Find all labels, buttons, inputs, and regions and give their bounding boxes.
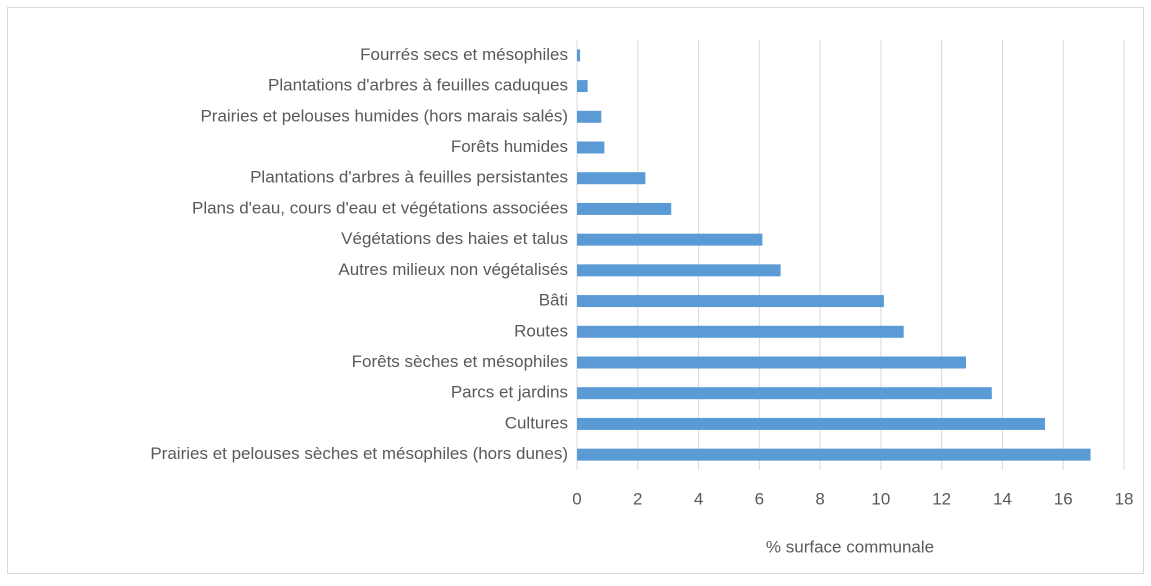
y-tick-label: Forêts sèches et mésophiles: [352, 352, 568, 371]
x-tick-label: 16: [1054, 489, 1073, 508]
chart-border: [7, 7, 1144, 574]
y-tick-label: Plantations d'arbres à feuilles persista…: [250, 168, 568, 187]
bar: [577, 417, 1045, 430]
x-tick-label: 6: [755, 489, 764, 508]
bar: [577, 325, 904, 338]
y-tick-label: Prairies et pelouses humides (hors marai…: [200, 106, 568, 125]
y-tick-label: Végétations des haies et talus: [341, 229, 568, 248]
bar: [577, 141, 605, 154]
bar: [577, 387, 992, 400]
y-tick-label: Autres milieux non végétalisés: [338, 260, 568, 279]
y-tick-label: Parcs et jardins: [451, 383, 568, 402]
y-tick-label: Routes: [514, 321, 568, 340]
bar: [577, 233, 763, 246]
y-tick-label: Cultures: [505, 413, 568, 432]
bar: [577, 172, 646, 185]
x-tick-label: 8: [815, 489, 824, 508]
x-tick-label: 10: [871, 489, 890, 508]
y-tick-label: Plantations d'arbres à feuilles caduques: [268, 76, 568, 95]
bar: [577, 80, 588, 93]
y-tick-label: Fourrés secs et mésophiles: [360, 45, 568, 64]
bar: [577, 110, 602, 123]
y-tick-label: Prairies et pelouses sèches et mésophile…: [150, 444, 568, 463]
x-axis-label: % surface communale: [766, 537, 934, 556]
x-tick-label: 2: [633, 489, 642, 508]
bar: [577, 295, 884, 308]
y-tick-label: Plans d'eau, cours d'eau et végétations …: [192, 198, 568, 217]
bar: [577, 448, 1091, 461]
y-tick-label: Bâti: [539, 291, 568, 310]
x-tick-label: 14: [993, 489, 1012, 508]
x-tick-label: 0: [572, 489, 581, 508]
y-tick-label: Forêts humides: [451, 137, 568, 156]
x-tick-label: 4: [694, 489, 703, 508]
bar: [577, 356, 966, 369]
bar: [577, 264, 781, 277]
x-tick-label: 12: [932, 489, 951, 508]
bar: [577, 202, 672, 215]
bar: [577, 49, 581, 62]
x-tick-label: 18: [1115, 489, 1134, 508]
